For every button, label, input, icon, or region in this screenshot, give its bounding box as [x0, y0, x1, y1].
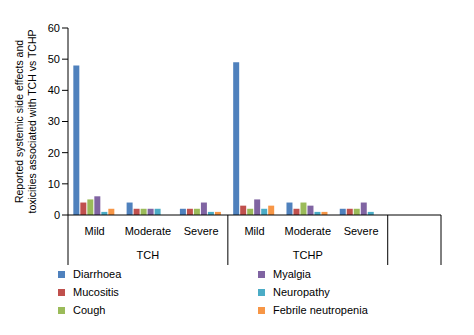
html-text:Febrile neutropenia: Febrile neutropenia: [273, 304, 368, 316]
svg-text:Severe: Severe: [344, 225, 379, 237]
svg-text:Severe: Severe: [184, 225, 219, 237]
svg-text:Mild: Mild: [85, 225, 105, 237]
html-text:Diarrhoea: Diarrhoea: [73, 268, 122, 280]
svg-text:20: 20: [48, 147, 60, 159]
svg-text:Mild: Mild: [244, 225, 264, 237]
svg-text:Moderate: Moderate: [125, 225, 171, 237]
svg-text:Moderate: Moderate: [285, 225, 331, 237]
svg-text:10: 10: [48, 178, 60, 190]
svg-text:TCHP: TCHP: [293, 249, 323, 261]
html-text:Mucositis: Mucositis: [73, 286, 119, 298]
svg-text:60: 60: [48, 22, 60, 34]
svg-text:0: 0: [54, 209, 60, 221]
html-text:Myalgia: Myalgia: [273, 268, 311, 280]
html-text:Cough: Cough: [73, 304, 106, 316]
svg-text:TCH: TCH: [137, 249, 160, 261]
svg-text:30: 30: [48, 115, 60, 127]
svg-text:50: 50: [48, 53, 60, 65]
svg-text:Reported systemic side effects: Reported systemic side effects andtoxici…: [13, 29, 38, 213]
svg-text:40: 40: [48, 84, 60, 96]
html-text:Neuropathy: Neuropathy: [273, 286, 330, 298]
